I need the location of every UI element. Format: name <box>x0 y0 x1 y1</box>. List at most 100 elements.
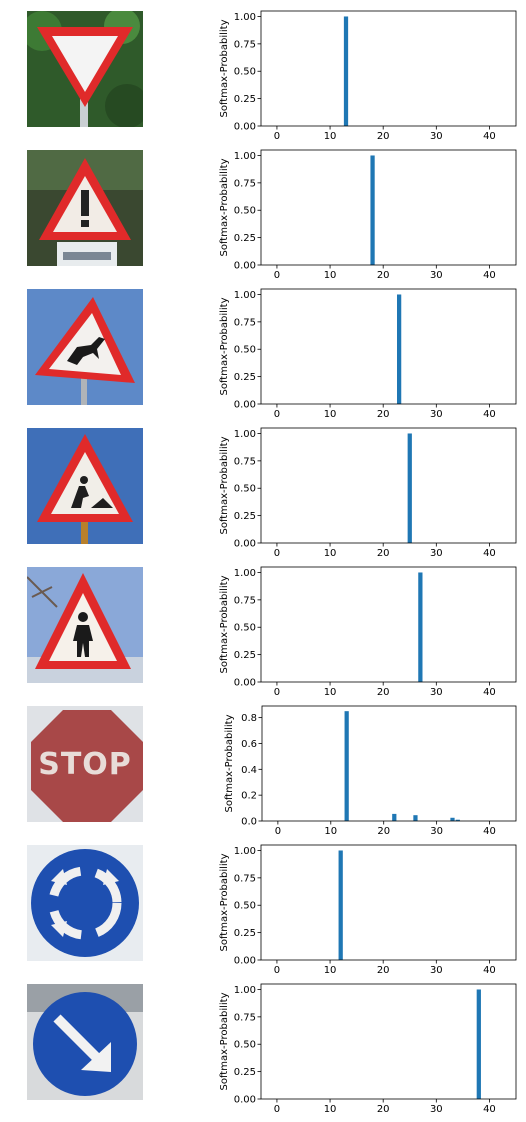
figure-row: 0 10 20 30 40 0.00 0.25 0.50 0.75 1.00 Softmax-Pro… <box>0 139 526 278</box>
softmax-bar-chart: 0 10 20 30 40 0.00 0.25 0.50 0.75 1.00 Softmax-Pro… <box>219 288 517 417</box>
x-tick-label: 40 <box>483 270 496 278</box>
y-tick-label: 0.50 <box>234 345 256 356</box>
x-tick-label: 10 <box>324 1104 337 1112</box>
softmax-bar-chart: 0 10 20 30 40 0.00 0.25 0.50 0.75 1.00 Softmax-Pro… <box>219 149 517 278</box>
y-tick-label: 0.25 <box>234 650 256 661</box>
y-tick-label: 0.25 <box>234 94 256 105</box>
y-tick-label: 0.50 <box>234 1040 256 1051</box>
x-tick-label: 0 <box>274 409 280 417</box>
y-tick-label: 0.00 <box>234 1095 256 1106</box>
x-tick-label: 40 <box>483 548 496 556</box>
x-tick-label: 0 <box>274 1104 280 1112</box>
y-tick-label: 0.25 <box>234 233 256 244</box>
x-tick-label: 10 <box>324 687 337 695</box>
softmax-bar-chart: 0 10 20 30 40 0.00 0.25 0.50 0.75 1.00 Softmax-Pro… <box>219 10 517 139</box>
x-tick-label: 0 <box>274 548 280 556</box>
probability-bar <box>455 819 460 821</box>
y-axis-label: Softmax-Probability <box>219 436 230 534</box>
x-tick-label: 0 <box>274 687 280 695</box>
x-tick-label: 0 <box>274 270 280 278</box>
axes-frame <box>260 566 517 683</box>
x-tick-label: 40 <box>483 409 496 417</box>
probability-bar <box>397 294 402 404</box>
yield-sign-image <box>27 11 143 127</box>
probability-bar <box>450 817 455 821</box>
y-tick-label: 0.8 <box>241 713 257 724</box>
y-tick-label: 0.50 <box>234 623 256 634</box>
x-tick-label: 10 <box>324 826 337 834</box>
axes-frame <box>260 427 517 544</box>
x-tick-label: 30 <box>430 548 443 556</box>
axes-frame <box>260 983 517 1100</box>
x-tick-label: 10 <box>324 270 337 278</box>
axes-frame <box>260 288 517 405</box>
y-tick-label: 0.25 <box>234 1067 256 1078</box>
y-tick-label: 0.6 <box>241 739 257 750</box>
y-axis-label: Softmax-Probability <box>219 992 230 1090</box>
y-tick-label: 0.50 <box>234 484 256 495</box>
y-axis-label: Softmax-Probability <box>219 158 230 256</box>
y-axis-label: Softmax-Probability <box>219 19 230 117</box>
y-axis-label: Softmax-Probability <box>219 297 230 395</box>
axes-frame <box>260 10 517 127</box>
x-tick-label: 20 <box>377 131 390 139</box>
x-tick-label: 30 <box>430 131 443 139</box>
y-axis-label: Softmax-Probability <box>224 714 235 812</box>
y-tick-label: 0.25 <box>234 511 256 522</box>
axes-frame <box>261 705 517 822</box>
y-tick-label: 1.00 <box>234 429 256 440</box>
x-tick-label: 20 <box>377 826 390 834</box>
y-tick-label: 0.00 <box>234 261 256 272</box>
x-tick-label: 20 <box>377 965 390 973</box>
x-tick-label: 30 <box>430 965 443 973</box>
figure-row: STOP 0 10 20 30 40 0.0 0.2 0.4 0.6 0.8 Softmax-Prob… <box>0 695 526 834</box>
y-tick-label: 0.75 <box>234 873 256 884</box>
x-tick-label: 30 <box>430 409 443 417</box>
figure-row: 0 10 20 30 40 0.00 0.25 0.50 0.75 1.00 Softmax-Pro… <box>0 556 526 695</box>
probability-bar <box>344 711 349 821</box>
probability-bar <box>370 155 375 265</box>
y-tick-label: 0.75 <box>234 1012 256 1023</box>
stop-sign-text: STOP <box>38 747 132 782</box>
x-tick-label: 20 <box>377 270 390 278</box>
y-tick-label: 0.75 <box>234 317 256 328</box>
stop-sign-image: STOP <box>27 706 143 822</box>
y-tick-label: 1.00 <box>234 290 256 301</box>
x-tick-label: 10 <box>324 131 337 139</box>
x-tick-label: 30 <box>430 826 443 834</box>
general-caution-sign-image <box>27 150 143 266</box>
y-tick-label: 1.00 <box>234 846 256 857</box>
probability-bar <box>392 813 397 821</box>
x-tick-label: 40 <box>483 131 496 139</box>
x-tick-label: 0 <box>274 965 280 973</box>
y-tick-label: 0.4 <box>241 765 257 776</box>
x-tick-label: 10 <box>324 548 337 556</box>
x-tick-label: 0 <box>274 131 280 139</box>
softmax-bar-chart: 0 10 20 30 40 0.00 0.25 0.50 0.75 1.00 Softmax-Pro… <box>219 566 517 695</box>
axes-frame <box>260 149 517 266</box>
pedestrians-sign-image <box>27 567 143 683</box>
y-tick-label: 1.00 <box>234 985 256 996</box>
y-tick-label: 0.75 <box>234 178 256 189</box>
softmax-bar-chart: 0 10 20 30 40 0.00 0.25 0.50 0.75 1.00 Softmax-Pro… <box>219 844 517 973</box>
axes-frame <box>260 844 517 961</box>
y-tick-label: 0.75 <box>234 39 256 50</box>
y-tick-label: 0.2 <box>241 791 257 802</box>
x-tick-label: 20 <box>377 548 390 556</box>
figure-row: 0 10 20 30 40 0.00 0.25 0.50 0.75 1.00 Softmax-Pro… <box>0 417 526 556</box>
softmax-bar-chart: 0 10 20 30 40 0.00 0.25 0.50 0.75 1.00 Softmax-Pro… <box>219 983 517 1112</box>
probability-bar <box>413 815 418 821</box>
probability-bar <box>476 989 481 1099</box>
x-tick-label: 40 <box>483 687 496 695</box>
softmax-bar-chart: 0 10 20 30 40 0.0 0.2 0.4 0.6 0.8 Softmax-Probabil… <box>224 705 517 834</box>
road-work-sign-image <box>27 428 143 544</box>
y-tick-label: 0.50 <box>234 67 256 78</box>
x-tick-label: 20 <box>377 1104 390 1112</box>
wild-animals-crossing-sign-image <box>27 289 143 405</box>
softmax-bar-chart: 0 10 20 30 40 0.00 0.25 0.50 0.75 1.00 Softmax-Pro… <box>219 427 517 556</box>
probability-bar <box>407 433 412 543</box>
x-tick-label: 0 <box>275 826 281 834</box>
y-tick-label: 1.00 <box>234 568 256 579</box>
figure-row: 0 10 20 30 40 0.00 0.25 0.50 0.75 1.00 Softmax-Pro… <box>0 278 526 417</box>
